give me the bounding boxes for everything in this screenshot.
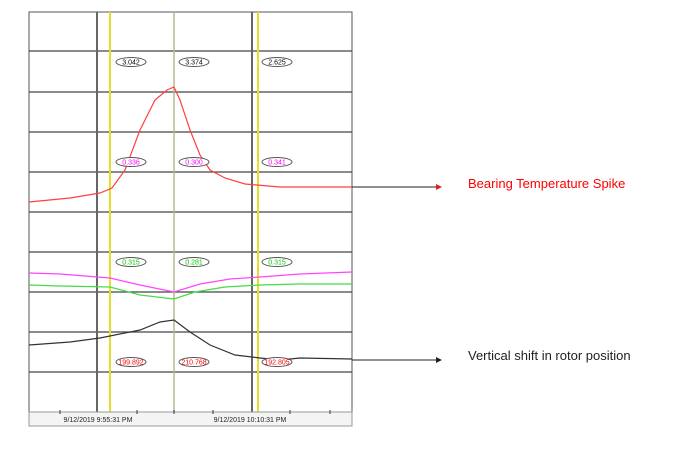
x-tick-label: 9/12/2019 9:55:31 PM: [64, 417, 133, 424]
arrow-head-icon: [436, 184, 442, 190]
annotation-rotor-shift: Vertical shift in rotor position: [468, 348, 631, 363]
label-bubble: [178, 57, 210, 67]
cursor-value-label: 2.625: [261, 57, 293, 67]
label-bubble: [115, 157, 147, 167]
label-value: 0.341: [268, 160, 286, 167]
label-value: 2.625: [268, 60, 286, 67]
cursor-value-label: 0.315: [261, 257, 293, 267]
label-bubble: [178, 257, 210, 267]
label-value: 0.336: [122, 160, 140, 167]
cursor-value-label: 0.336: [115, 157, 147, 167]
label-bubble: [178, 157, 210, 167]
cursor-value-label: 199.892: [115, 357, 147, 367]
label-value: 0.300: [185, 160, 203, 167]
label-value: 3.374: [185, 60, 203, 67]
cursor-value-label: 0.315: [115, 257, 147, 267]
cursor-value-label: 0.281: [178, 257, 210, 267]
cursor-value-label: 210.768: [178, 357, 210, 367]
label-bubble: [261, 157, 293, 167]
cursor-value-label: 0.300: [178, 157, 210, 167]
green-trace: [28, 283, 352, 300]
label-value: 0.315: [122, 260, 140, 267]
label-bubble: [115, 357, 147, 367]
label-bubble: [261, 257, 293, 267]
x-tick-label: 9/12/2019 10:10:31 PM: [214, 417, 287, 424]
label-value: 192.805: [264, 360, 289, 367]
magenta-trace: [28, 271, 353, 293]
label-bubble: [261, 357, 293, 367]
cursor-value-label: 192.805: [261, 357, 293, 367]
cursor-value-label: 3.042: [115, 57, 147, 67]
label-value: 0.315: [268, 260, 286, 267]
label-bubble: [261, 57, 293, 67]
time-axis: [28, 411, 353, 427]
label-bubble: [115, 257, 147, 267]
cursor-value-label: 3.374: [178, 57, 210, 67]
cursor-value-label: 0.341: [261, 157, 293, 167]
arrow-head-icon: [436, 357, 442, 363]
label-bubble: [115, 57, 147, 67]
label-value: 199.892: [118, 360, 143, 367]
label-value: 3.042: [122, 60, 140, 67]
temperature-trace: [28, 86, 352, 203]
annotation-temperature-spike: Bearing Temperature Spike: [468, 176, 626, 191]
label-value: 0.281: [185, 260, 203, 267]
label-bubble: [178, 357, 210, 367]
label-value: 210.768: [181, 360, 206, 367]
